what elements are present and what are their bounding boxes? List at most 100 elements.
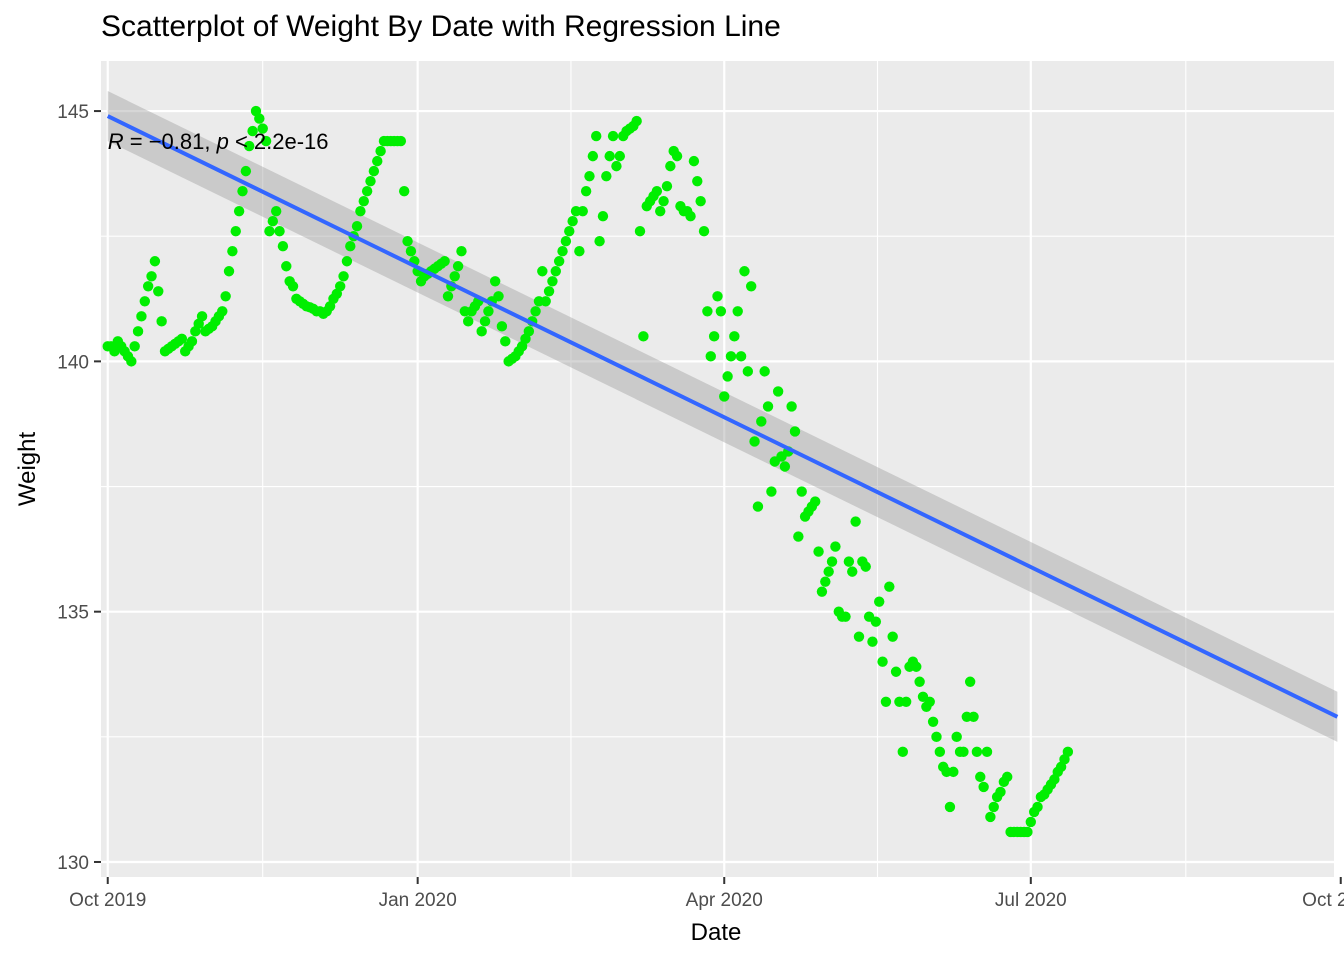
data-point <box>745 281 757 292</box>
data-point <box>1032 801 1043 813</box>
data-point <box>405 246 417 257</box>
data-point <box>988 801 999 813</box>
data-point <box>402 236 413 247</box>
data-point <box>762 401 774 412</box>
data-point <box>587 150 599 162</box>
data-point <box>995 786 1006 798</box>
data-point <box>749 436 760 447</box>
data-point <box>496 321 508 332</box>
data-point <box>129 341 140 352</box>
data-point <box>257 123 268 134</box>
data-point <box>244 140 255 152</box>
data-point <box>1022 826 1033 838</box>
data-point <box>281 261 292 272</box>
r-symbol: R <box>108 129 124 154</box>
regression-line-layer <box>106 114 1339 719</box>
stat-annotation: R = −0.81, p < 2.2e-16 <box>108 129 329 154</box>
data-point <box>557 246 568 257</box>
x-tick-label: Jul 2020 <box>995 890 1067 911</box>
data-point <box>220 291 231 302</box>
data-point <box>365 175 376 187</box>
data-point <box>136 311 147 322</box>
x-tick-label: Apr 2020 <box>686 890 763 911</box>
data-point <box>634 226 646 237</box>
data-point <box>705 351 716 362</box>
chart-title: Scatterplot of Weight By Date with Regre… <box>101 10 781 43</box>
data-point <box>897 746 908 758</box>
data-point <box>597 210 609 222</box>
data-point <box>196 311 208 322</box>
data-point <box>890 666 902 677</box>
data-point <box>274 226 285 237</box>
data-point <box>550 266 561 277</box>
data-point <box>601 170 612 182</box>
data-point <box>456 246 467 257</box>
data-point <box>944 801 956 813</box>
data-point <box>345 241 356 252</box>
data-point <box>971 746 983 758</box>
data-point <box>489 276 501 287</box>
data-point <box>439 256 450 267</box>
data-point <box>732 306 743 317</box>
data-point <box>658 195 669 207</box>
data-point <box>1002 771 1013 783</box>
data-point <box>813 546 824 557</box>
data-point <box>826 556 838 567</box>
data-point <box>924 696 935 707</box>
data-point <box>735 351 747 362</box>
data-point <box>372 155 383 167</box>
data-point <box>452 261 464 272</box>
plot-panel <box>101 61 1334 877</box>
data-point <box>671 150 683 162</box>
data-point <box>230 226 241 237</box>
data-point <box>786 401 797 412</box>
data-point <box>830 541 841 552</box>
data-point <box>361 185 373 197</box>
data-point <box>880 696 892 707</box>
data-point <box>139 296 150 307</box>
data-point <box>338 271 349 282</box>
data-point <box>914 676 925 687</box>
data-point <box>631 115 642 127</box>
data-point <box>1025 816 1037 828</box>
data-point <box>540 296 551 307</box>
data-point <box>756 416 767 427</box>
data-point <box>874 596 885 607</box>
data-point <box>287 281 299 292</box>
data-point <box>964 676 976 687</box>
data-point <box>695 195 706 207</box>
data-point <box>793 531 804 542</box>
data-point <box>594 236 605 247</box>
data-point <box>223 266 235 277</box>
data-point <box>543 286 555 297</box>
data-point <box>772 386 784 397</box>
data-point <box>442 291 454 302</box>
y-tick-label: 140 <box>57 352 89 373</box>
data-point <box>739 266 750 277</box>
data-point <box>553 256 565 267</box>
data-point <box>584 170 595 182</box>
data-point <box>725 351 737 362</box>
data-point <box>577 205 588 217</box>
data-point <box>702 306 713 317</box>
data-point <box>247 125 258 137</box>
data-point <box>146 271 157 282</box>
data-point <box>217 306 228 317</box>
data-point <box>978 781 989 793</box>
data-point <box>719 391 730 402</box>
data-point <box>766 486 777 497</box>
data-point <box>476 326 487 337</box>
data-point <box>567 215 578 227</box>
data-point <box>132 326 144 337</box>
y-tick-label: 145 <box>57 102 89 123</box>
data-point <box>530 306 541 317</box>
p-symbol: p <box>216 129 229 154</box>
data-point <box>227 246 238 257</box>
data-point <box>479 316 491 327</box>
data-point <box>759 366 770 377</box>
data-point <box>153 286 164 297</box>
data-point <box>900 696 912 707</box>
data-point <box>483 306 494 317</box>
data-point <box>398 185 410 197</box>
data-point <box>712 291 723 302</box>
